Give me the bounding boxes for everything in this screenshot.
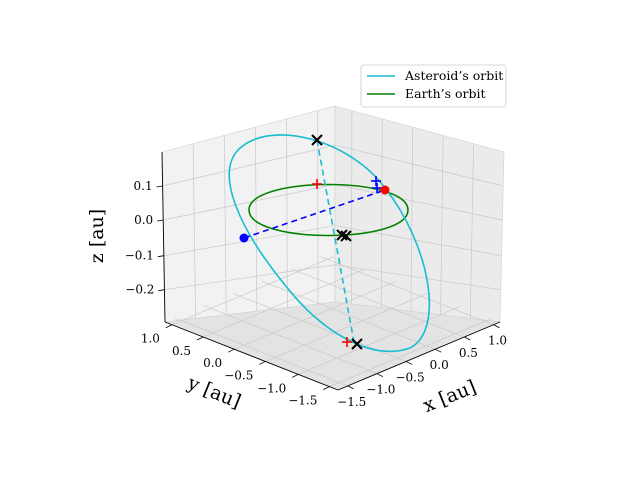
y-gridline — [171, 256, 335, 326]
legend-box — [360, 64, 507, 108]
y-gridline — [298, 306, 461, 375]
x-tick-label: 0.5 — [459, 346, 478, 360]
x-tick — [376, 373, 384, 378]
y-tick-label: 0.5 — [172, 344, 191, 358]
z-tick-label: 0.0 — [134, 213, 153, 227]
y-gridline-vertical — [286, 118, 288, 308]
axis-ticks: 0.10.0−0.1−0.21.00.50.0−0.5−1.0−1.5 −1.5−… — [125, 179, 507, 409]
x-gridline-vertical — [440, 135, 444, 315]
descending-node-dot — [239, 233, 249, 243]
y-tick-label: −1.0 — [257, 381, 286, 395]
x-tick — [435, 348, 442, 353]
x-tick — [493, 324, 500, 329]
earth-orbit-line — [248, 183, 409, 237]
x-tick-label: −1.5 — [337, 395, 366, 409]
z-tick — [158, 289, 165, 292]
ascending-node-dot — [380, 185, 390, 195]
blue-plus-marker — [371, 176, 382, 193]
z-tick-label: 0.1 — [134, 179, 153, 193]
legend-label-earth: Earth’s orbit — [405, 86, 486, 101]
y-axis-line — [164, 321, 339, 391]
x-tick-label: 1.0 — [488, 334, 507, 348]
grid-lines — [162, 110, 504, 387]
z-tick-label: −0.2 — [125, 283, 154, 297]
x-tick-label: 0.0 — [430, 358, 449, 372]
y-tick — [323, 386, 330, 390]
z-gridline — [164, 264, 501, 291]
x-gridline — [203, 305, 378, 375]
x-gridline-vertical — [469, 143, 474, 319]
x-tick — [464, 336, 471, 341]
asteroid-orbit-line — [228, 134, 431, 353]
y-tick-label: 1.0 — [141, 332, 160, 346]
x-gridline — [174, 317, 348, 387]
z-axis-label: z [au] — [86, 209, 108, 263]
x-tick — [405, 361, 413, 365]
axes-box — [161, 105, 505, 391]
y-gridline — [202, 268, 366, 338]
line-of-nodes — [243, 189, 386, 239]
z-tick — [157, 219, 164, 222]
y-tick — [165, 324, 173, 329]
x-tick — [347, 385, 354, 390]
orbit-markers — [239, 134, 390, 350]
z-axis-line — [161, 151, 166, 323]
x-gridline-vertical — [410, 127, 414, 312]
y-tick-label: −1.5 — [288, 394, 317, 408]
x-gridline-vertical — [380, 118, 383, 308]
y-tick — [259, 361, 266, 365]
y-gridline — [234, 280, 397, 350]
x-gridline — [291, 268, 465, 338]
back-pane-right — [334, 105, 505, 323]
x-axis-label: x [au] — [420, 376, 479, 417]
x-tick-label: −1.0 — [366, 383, 395, 397]
y-tick-label: 0.0 — [203, 356, 222, 370]
y-gridline-vertical — [192, 143, 196, 319]
legend: Asteroid’s orbit Earth’s orbit — [360, 64, 507, 108]
z-gridline — [163, 225, 502, 257]
y-tick — [292, 374, 299, 378]
z-tick-label: −0.1 — [125, 249, 154, 263]
legend-label-asteroid: Asteroid’s orbit — [404, 68, 503, 83]
z-gridline — [162, 144, 504, 187]
y-tick-label: −0.5 — [224, 368, 253, 382]
x-gridline — [320, 256, 494, 326]
y-tick — [196, 336, 204, 341]
x-axis-line — [337, 321, 501, 391]
y-gridline-vertical — [223, 135, 227, 315]
y-gridline — [329, 318, 492, 387]
red-plus-upper — [312, 179, 322, 189]
x-tick-label: −0.5 — [395, 370, 424, 384]
apoapsis-marker — [351, 338, 363, 350]
apsides-line — [316, 139, 355, 343]
y-tick — [228, 348, 235, 353]
focus-marker — [336, 229, 352, 242]
periapsis-marker — [311, 134, 323, 146]
y-gridline-vertical — [255, 127, 258, 312]
z-tick — [157, 255, 164, 258]
y-gridline — [265, 293, 428, 362]
red-plus-lower — [342, 337, 352, 347]
z-tick — [156, 185, 163, 188]
